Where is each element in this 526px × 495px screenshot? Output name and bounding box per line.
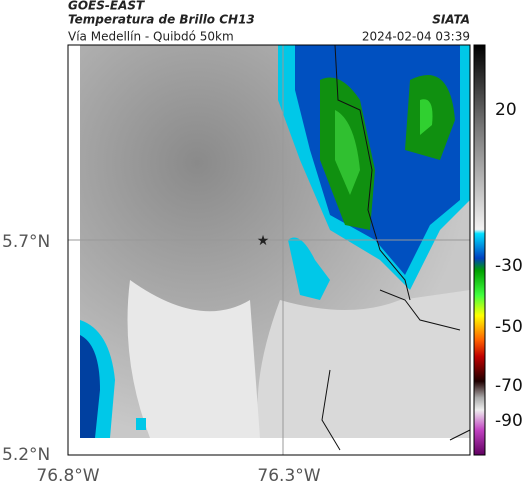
- brand: SIATA: [432, 13, 470, 27]
- timestamp: 2024-02-04 03:39: [362, 30, 470, 44]
- colorbar-label: -30: [495, 256, 523, 276]
- colorbar-label: -90: [495, 411, 523, 431]
- lon-label: 76.3°W: [257, 466, 320, 486]
- location-marker: ★: [257, 233, 270, 249]
- lat-label: 5.7°N: [2, 232, 50, 252]
- lat-label: 5.2°N: [2, 445, 50, 465]
- map-frame: [67, 44, 471, 456]
- satellite-image: [68, 44, 471, 455]
- lon-label: 76.8°W: [36, 466, 99, 486]
- colorbar-label: 20: [495, 100, 517, 120]
- source-label: GOES-EAST: [68, 0, 145, 13]
- subtitle: Vía Medellín - Quibdó 50km: [68, 30, 234, 44]
- colorbar: [473, 44, 486, 456]
- title: Temperatura de Brillo CH13: [68, 13, 255, 27]
- colorbar-label: -50: [495, 317, 523, 337]
- colorbar-label: -70: [495, 376, 523, 396]
